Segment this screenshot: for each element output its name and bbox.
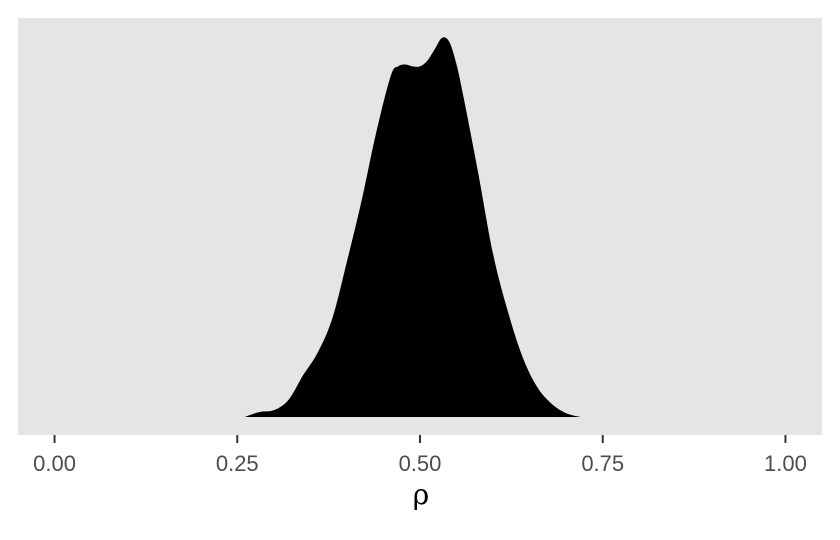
x-axis: 0.00 0.25 0.50 0.75 1.00 (33, 435, 807, 476)
x-axis-title: ρ (413, 478, 429, 511)
x-tick-label: 0.75 (581, 451, 624, 476)
x-tick-label: 0.50 (399, 451, 442, 476)
x-tick-label: 0.25 (216, 451, 259, 476)
x-tick-label: 1.00 (764, 451, 807, 476)
x-tick-label: 0.00 (33, 451, 76, 476)
density-area (244, 37, 581, 417)
